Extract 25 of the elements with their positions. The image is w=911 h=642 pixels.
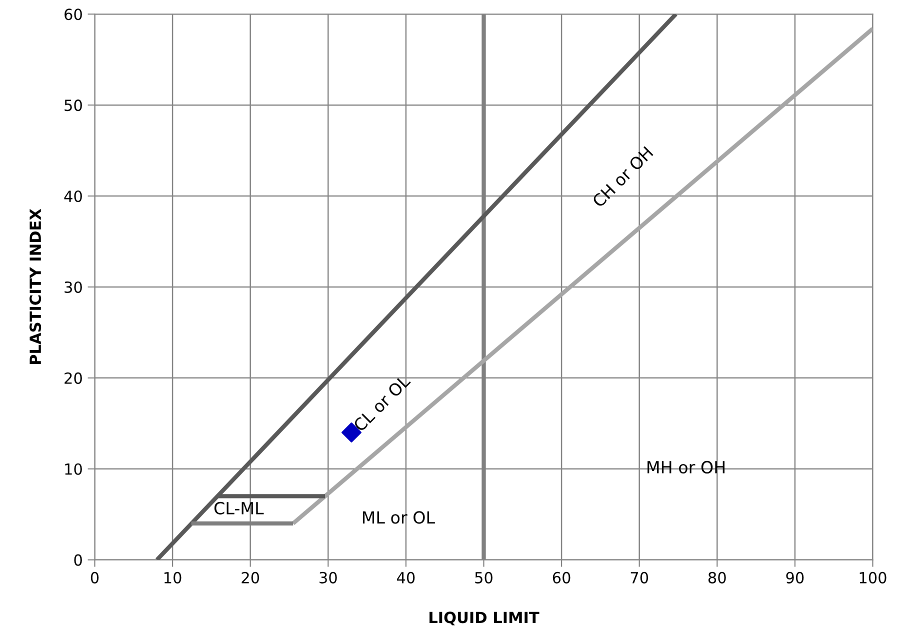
annotation: MH or OH <box>648 460 724 474</box>
annotation: CL-ML <box>214 502 264 514</box>
y-tick-label: 40 <box>64 190 82 202</box>
x-tick-label: 90 <box>786 572 804 584</box>
y-tick-label: 60 <box>64 8 82 20</box>
annotation: ML or OL <box>362 511 435 524</box>
annotation: CH or OH <box>592 146 654 208</box>
y-tick-label: 30 <box>64 281 82 293</box>
x-tick-label: 50 <box>475 572 492 584</box>
x-tick-label: 60 <box>552 572 570 584</box>
x-tick-label: 20 <box>242 572 260 584</box>
x-tick-label: 10 <box>164 572 182 584</box>
x-tick-label: 80 <box>708 572 726 584</box>
y-tick-label: 10 <box>65 463 82 475</box>
x-tick-label: 100 <box>860 572 886 584</box>
y-tick-label: 20 <box>64 372 82 384</box>
x-tick-label: 70 <box>630 572 648 584</box>
x-axis-title: LIQUID LIMIT <box>430 612 540 626</box>
y-axis-title: PLASTICITY INDEX <box>30 208 42 364</box>
annotation: CL or OL <box>352 374 412 432</box>
x-tick-label: 0 <box>90 572 99 584</box>
y-tick-label: 0 <box>74 554 82 566</box>
x-tick-label: 30 <box>320 572 337 584</box>
y-tick-label: 50 <box>64 100 82 112</box>
x-tick-label: 40 <box>396 572 415 584</box>
